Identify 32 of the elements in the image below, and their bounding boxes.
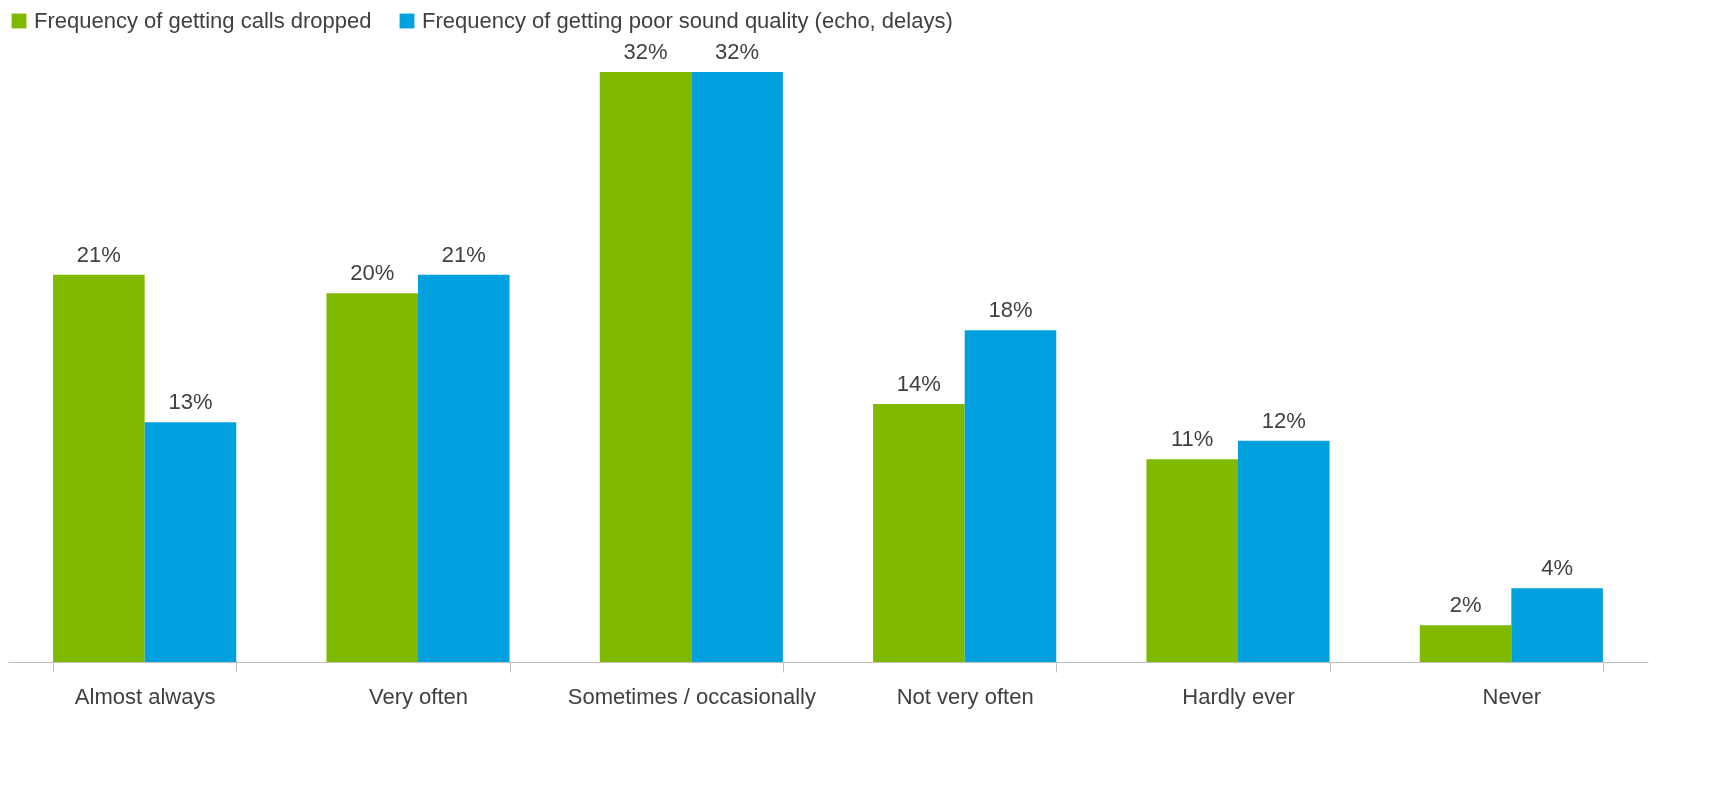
bar bbox=[1511, 588, 1603, 662]
x-tick-label: Not very often bbox=[896, 683, 1034, 709]
legend-label: Frequency of getting calls dropped bbox=[34, 8, 372, 33]
bar bbox=[1419, 625, 1512, 662]
data-label: 32% bbox=[623, 39, 668, 64]
data-label: 11% bbox=[1171, 426, 1214, 452]
bar bbox=[964, 330, 1057, 662]
bar bbox=[599, 72, 692, 662]
x-tick-label: Hardly ever bbox=[1182, 683, 1295, 709]
legend-label: Frequency of getting poor sound quality (echo, delays) bbox=[422, 8, 953, 33]
data-label: 4% bbox=[1541, 555, 1574, 581]
data-label: 2% bbox=[1449, 592, 1482, 618]
bar bbox=[53, 274, 145, 662]
x-tick-label: Never bbox=[1482, 683, 1542, 709]
x-tick-label: Very often bbox=[368, 683, 469, 709]
x-tick-label: Almost always bbox=[74, 683, 216, 709]
data-label: 21% bbox=[76, 241, 121, 267]
bar bbox=[873, 403, 965, 662]
bar bbox=[691, 72, 783, 662]
data-label: 20% bbox=[350, 260, 395, 286]
data-label: 32% bbox=[715, 39, 760, 64]
data-label: 18% bbox=[988, 297, 1033, 323]
data-label: 13% bbox=[168, 389, 213, 415]
bar bbox=[326, 293, 418, 662]
bar bbox=[1146, 459, 1238, 662]
bar bbox=[144, 422, 237, 662]
bar bbox=[418, 274, 510, 662]
bar bbox=[1238, 440, 1330, 662]
data-label: 21% bbox=[441, 241, 486, 267]
data-label: 12% bbox=[1261, 407, 1306, 433]
x-tick-label: Sometimes / occasionally bbox=[567, 683, 816, 709]
data-label: 14% bbox=[896, 370, 941, 396]
